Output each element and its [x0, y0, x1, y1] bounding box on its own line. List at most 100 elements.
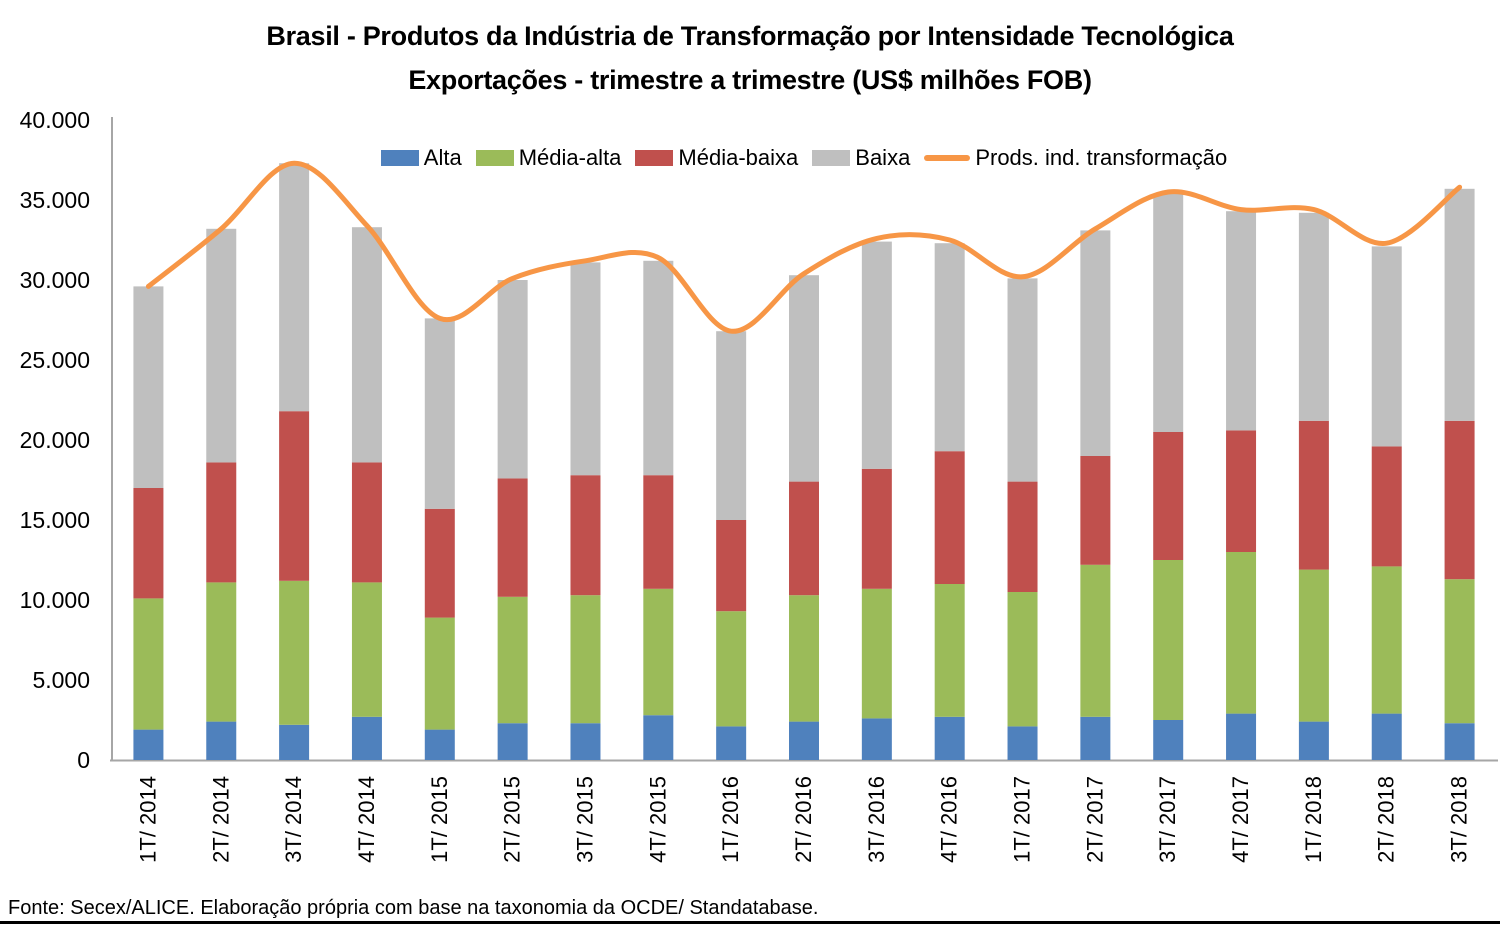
bar-segment-alta: [1444, 723, 1475, 760]
bar-segment-m-dia-alta: [206, 582, 237, 722]
bar-segment-m-dia-alta: [861, 588, 892, 719]
bar-segment-m-dia-alta: [934, 584, 965, 717]
bar-segment-m-dia-baixa: [497, 478, 528, 597]
bar-segment-m-dia-alta: [424, 617, 455, 730]
x-tick-label: 4T/ 2016: [937, 776, 962, 863]
bar-segment-m-dia-baixa: [789, 481, 819, 596]
legend-item-m-dia-baixa: Média-baixa: [635, 145, 798, 171]
bar-segment-m-dia-baixa: [861, 468, 892, 589]
bar-segment-alta: [1298, 721, 1329, 760]
bar-segment-m-dia-alta: [133, 598, 164, 730]
bar-segment-alta: [424, 729, 455, 760]
bar-segment-alta: [1153, 720, 1184, 760]
legend-label-alta: Alta: [423, 145, 462, 170]
bar-segment-m-dia-baixa: [1080, 456, 1111, 565]
legend: Alta Média-alta Média-baixa Baixa Prods. ind…: [112, 145, 1496, 171]
bar-segment-m-dia-alta: [1371, 566, 1402, 714]
bar-segment-baixa: [570, 262, 601, 476]
bar-segment-m-dia-baixa: [1298, 420, 1329, 570]
bar-segment-baixa: [1444, 188, 1475, 421]
x-tick-label: 3T/ 2018: [1447, 776, 1472, 863]
bar-segment-baixa: [1298, 212, 1329, 421]
bar-segment-baixa: [133, 286, 164, 488]
x-tick-label: 4T/ 2015: [645, 776, 670, 863]
bar-segment-alta: [789, 721, 819, 760]
bar-segment-alta: [206, 721, 237, 760]
bar-segment-m-dia-baixa: [424, 508, 455, 618]
chart-title-line2: Exportações - trimestre a trimestre (US$…: [408, 65, 1092, 95]
bar-segment-m-dia-baixa: [716, 520, 747, 612]
bar-segment-baixa: [1226, 211, 1257, 431]
x-tick-label: 3T/ 2016: [864, 776, 889, 863]
bar-segment-m-dia-alta: [1153, 560, 1184, 720]
bar-segment-alta: [1007, 726, 1038, 760]
bar-segment-alta: [1226, 713, 1257, 760]
bar-segment-baixa: [789, 275, 819, 482]
legend-item-prods-ind-transforma-o: Prods. ind. transformação: [924, 145, 1227, 171]
bar-segment-alta: [497, 723, 528, 760]
legend-label-prods-ind-transforma-o: Prods. ind. transformação: [975, 145, 1228, 170]
bar-segment-m-dia-alta: [1298, 569, 1329, 722]
bar-segment-m-dia-alta: [1007, 592, 1038, 727]
chart-title-line1: Brasil - Produtos da Indústria de Transf…: [266, 21, 1234, 51]
x-tick-label: 3T/ 2015: [572, 776, 597, 863]
y-tick-label: 35.000: [20, 187, 90, 213]
legend-label-m-dia-alta: Média-alta: [518, 145, 622, 170]
legend-item-m-dia-alta: Média-alta: [475, 145, 622, 171]
bar-segment-m-dia-baixa: [1226, 430, 1257, 552]
bottom-divider: [0, 921, 1500, 924]
y-tick-label: 20.000: [20, 427, 90, 453]
bar-segment-alta: [861, 718, 892, 760]
bar-segment-baixa: [861, 241, 892, 469]
bar-segment-baixa: [716, 331, 747, 520]
legend-label-m-dia-baixa: Média-baixa: [678, 145, 799, 170]
bar-segment-alta: [570, 723, 601, 760]
legend-swatch-alta: [380, 150, 419, 166]
bar-segment-alta: [643, 715, 674, 760]
bar-segment-m-dia-baixa: [570, 475, 601, 596]
bar-segment-baixa: [206, 228, 237, 463]
legend-swatch-prods-ind-transforma-o: [924, 155, 971, 161]
y-tick-label: 0: [77, 747, 90, 773]
bar-segment-m-dia-alta: [1444, 579, 1475, 724]
bar-segment-baixa: [1007, 278, 1038, 482]
bar-segment-baixa: [1080, 230, 1111, 456]
bar-segment-alta: [1080, 716, 1111, 760]
bar-segment-m-dia-alta: [716, 611, 747, 727]
bar-segment-m-dia-baixa: [206, 462, 237, 583]
y-tick-label: 5.000: [32, 667, 90, 693]
y-tick-label: 25.000: [20, 347, 90, 373]
legend-swatch-baixa: [812, 150, 851, 166]
bar-segment-m-dia-baixa: [643, 475, 674, 589]
bar-segment-m-dia-baixa: [934, 451, 965, 584]
y-tick-label: 30.000: [20, 267, 90, 293]
bar-segment-baixa: [643, 260, 674, 476]
legend-item-alta: Alta: [380, 145, 462, 171]
x-tick-label: 3T/ 2017: [1155, 776, 1180, 863]
bar-segment-m-dia-baixa: [279, 411, 310, 581]
total-line: [145, 160, 1463, 334]
bar-segment-m-dia-alta: [351, 582, 382, 717]
bar-segment-baixa: [279, 163, 310, 412]
x-tick-label: 1T/ 2017: [1010, 776, 1035, 863]
y-tick-label: 15.000: [20, 507, 90, 533]
x-tick-label: 2T/ 2015: [500, 776, 525, 863]
bar-segment-alta: [351, 716, 382, 760]
bar-segment-m-dia-baixa: [133, 488, 164, 599]
bar-segment-m-dia-baixa: [1153, 432, 1184, 560]
y-tick-label: 10.000: [20, 587, 90, 613]
x-tick-label: 2T/ 2018: [1374, 776, 1399, 863]
legend-label-baixa: Baixa: [855, 145, 911, 170]
bar-segment-m-dia-baixa: [1444, 420, 1475, 580]
x-tick-label: 2T/ 2017: [1082, 776, 1107, 863]
bar-segment-alta: [716, 726, 747, 760]
bar-segment-baixa: [351, 227, 382, 463]
bar-segment-m-dia-alta: [1226, 552, 1257, 714]
bar-segment-m-dia-baixa: [1007, 481, 1038, 592]
bar-segment-baixa: [424, 318, 455, 509]
bar-segment-alta: [1371, 713, 1402, 760]
bar-segment-baixa: [934, 243, 965, 452]
bar-segment-alta: [934, 716, 965, 760]
